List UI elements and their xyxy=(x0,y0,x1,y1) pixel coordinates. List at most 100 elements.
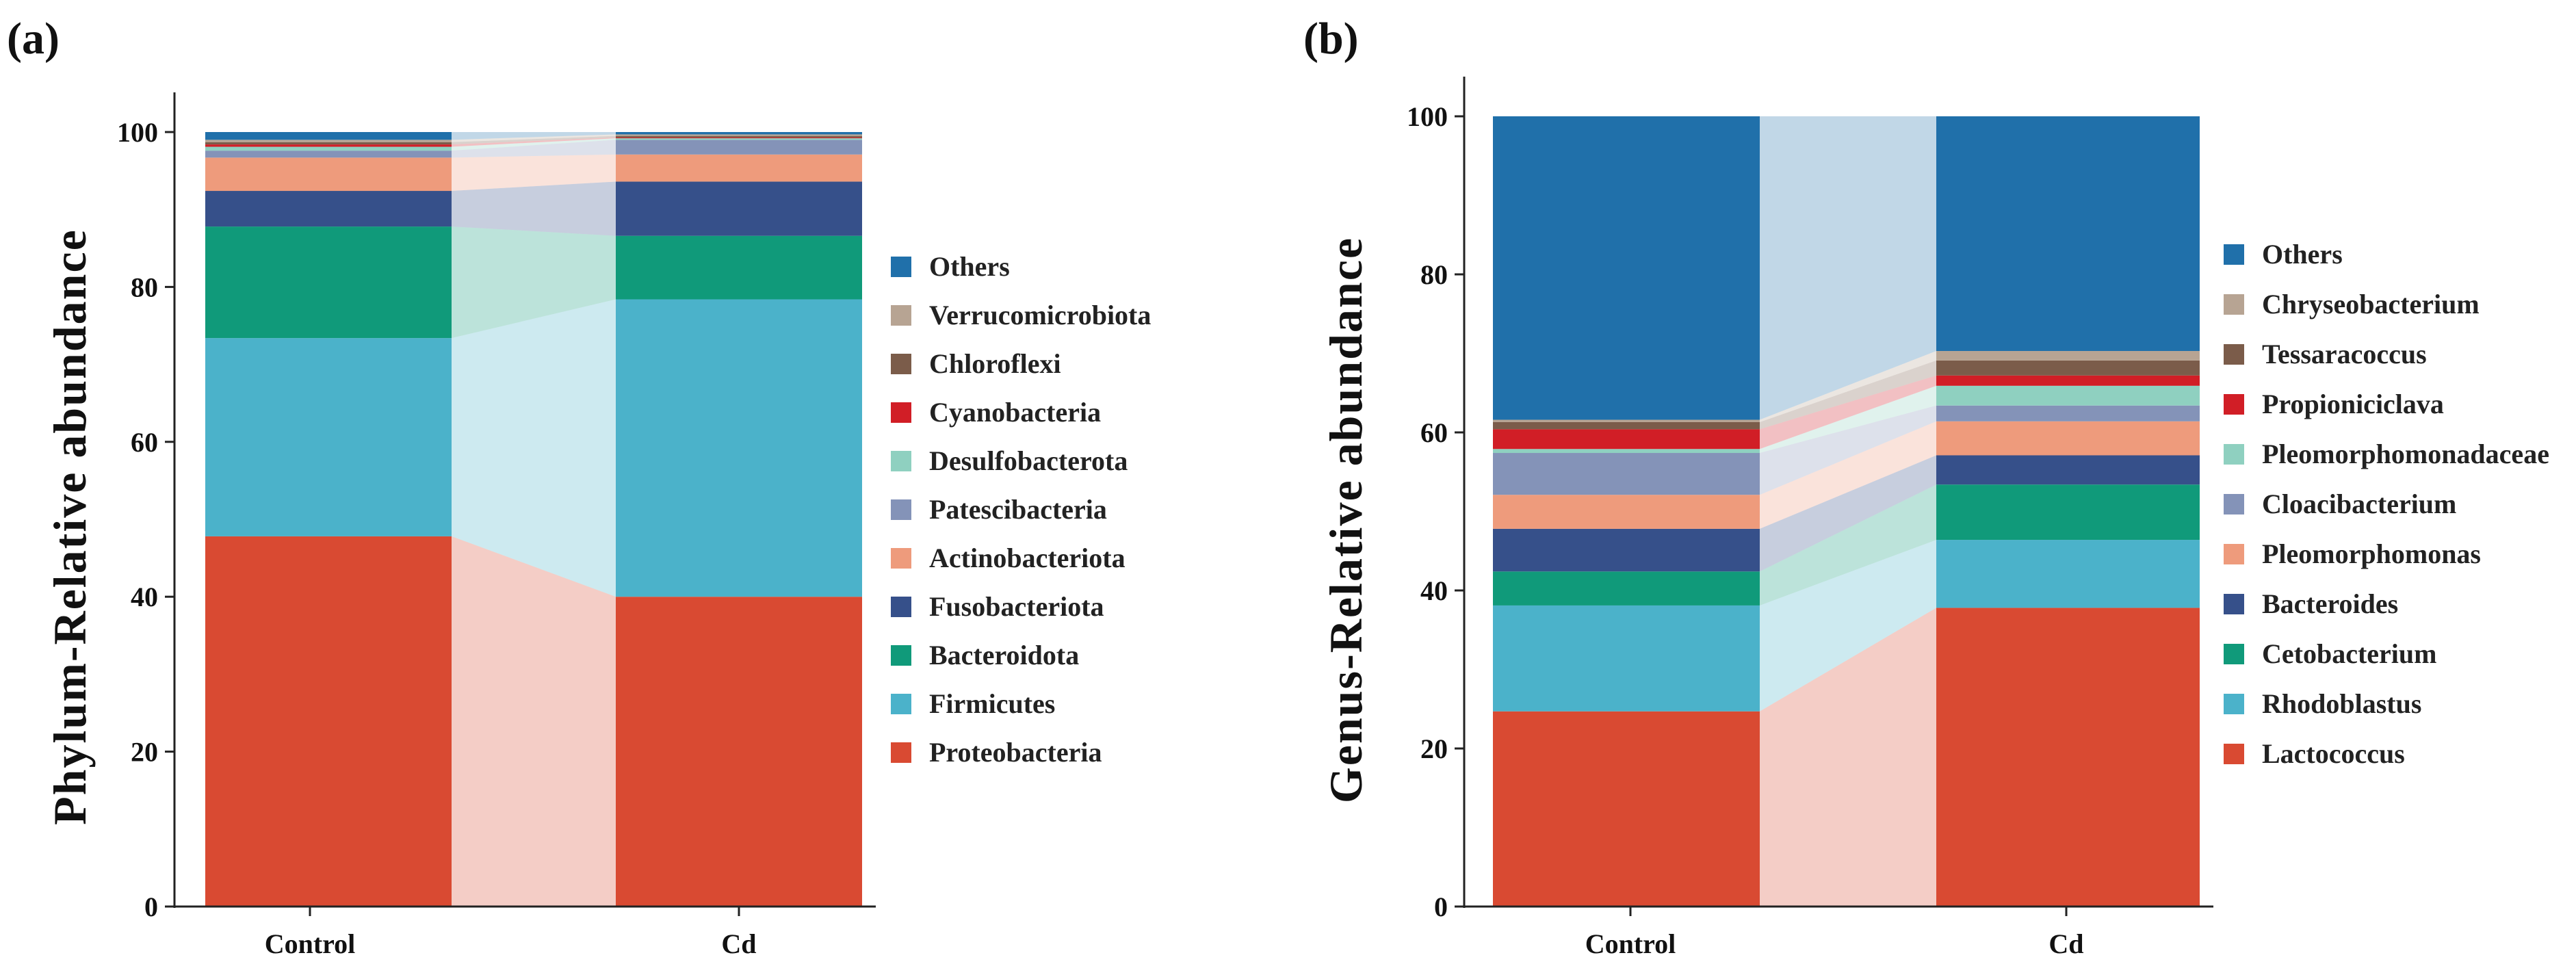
flow-band-bacteroides xyxy=(1760,455,1936,572)
panel-a-flows xyxy=(452,132,616,907)
panel-b-y-axis-label: Genus-Relative abundance xyxy=(1320,237,1372,803)
x-tick-label-cd: Cd xyxy=(721,928,756,959)
legend-swatch-tessaracoccus xyxy=(2224,344,2244,365)
legend-label-chryseobacterium: Chryseobacterium xyxy=(2262,289,2480,320)
flow-band-chloroflexi xyxy=(452,135,616,145)
bar-segment-chloroflexi-cd xyxy=(616,135,862,138)
bar-segment-actinobacteriota-control xyxy=(205,157,452,192)
y-tick-label-100: 100 xyxy=(1407,101,1448,132)
bar-segment-pleomorphomonas-cd xyxy=(1936,421,2200,456)
bar-segment-proteobacteria-control xyxy=(205,536,452,907)
legend-label-pleomorphomonadaceae: Pleomorphomonadaceae xyxy=(2262,439,2549,469)
legend-swatch-others xyxy=(891,257,911,277)
legend-swatch-cetobacterium xyxy=(2224,644,2244,664)
legend-swatch-fusobacteriota xyxy=(891,597,911,617)
y-tick-label-60: 60 xyxy=(1420,417,1448,448)
legend-swatch-propioniciclava xyxy=(2224,394,2244,415)
legend-label-bacteroides: Bacteroides xyxy=(2262,588,2398,619)
panel-a-label: (a) xyxy=(7,14,60,64)
legend-label-propioniciclava: Propioniciclava xyxy=(2262,389,2444,419)
panel-b-axes: 0 20 40 60 80 100 Control Cd xyxy=(1407,77,2213,959)
legend-swatch-actinobacteriota xyxy=(891,548,911,569)
legend-label-bacteroidota: Bacteroidota xyxy=(929,640,1079,670)
bar-segment-cetobacterium-control xyxy=(1493,571,1760,605)
bar-segment-pleomorphomonadaceae-cd xyxy=(1936,385,2200,406)
legend-swatch-cloacibacterium xyxy=(2224,494,2244,514)
panel-b-legend: Lactococcus Rhodoblastus Cetobacterium Bact… xyxy=(2224,239,2549,769)
legend-swatch-lactococcus xyxy=(2224,744,2244,764)
panel-a-axes: 0 20 40 60 80 100 Control Cd xyxy=(117,92,876,959)
bar-segment-bacteroidota-cd xyxy=(616,235,862,300)
flow-band-chryseobacterium xyxy=(1760,351,1936,422)
legend-label-firmicutes: Firmicutes xyxy=(929,688,1055,719)
legend-label-actinobacteriota: Actinobacteriota xyxy=(929,543,1126,573)
flow-band-others xyxy=(452,132,616,140)
legend-swatch-firmicutes xyxy=(891,694,911,714)
panel-b-genus-chart: (b) Genus-Relative abundance 0 20 40 60 80 10… xyxy=(1303,14,2549,959)
bar-segment-firmicutes-cd xyxy=(616,299,862,597)
legend-label-others: Others xyxy=(929,251,1010,282)
y-tick-label-20: 20 xyxy=(131,737,158,768)
flow-band-desulfobacterota xyxy=(452,138,616,151)
flow-band-cloacibacterium xyxy=(1760,405,1936,495)
bar-segment-others-control xyxy=(205,132,452,140)
legend-swatch-pleomorphomonadaceae xyxy=(2224,444,2244,465)
panel-b-label: (b) xyxy=(1303,14,1359,64)
bar-segment-bacteroidota-control xyxy=(205,226,452,339)
flow-band-lactococcus xyxy=(1760,608,1936,907)
legend-swatch-bacteroides xyxy=(2224,594,2244,614)
legend-label-fusobacteriota: Fusobacteriota xyxy=(929,591,1104,622)
bar-segment-actinobacteriota-cd xyxy=(616,154,862,182)
bar-segment-cloacibacterium-control xyxy=(1493,453,1760,495)
legend-label-chloroflexi: Chloroflexi xyxy=(929,348,1061,379)
bar-segment-chryseobacterium-cd xyxy=(1936,351,2200,361)
y-tick-label-60: 60 xyxy=(131,427,158,458)
flow-band-fusobacteriota xyxy=(452,181,616,236)
flow-band-proteobacteria xyxy=(452,536,616,907)
bar-segment-rhodoblastus-control xyxy=(1493,605,1760,712)
legend-label-proteobacteria: Proteobacteria xyxy=(929,737,1102,768)
bar-segment-fusobacteriota-cd xyxy=(616,181,862,236)
bar-segment-patescibacteria-cd xyxy=(616,140,862,155)
bar-segment-verrucomicrobiota-control xyxy=(205,140,452,142)
legend-swatch-bacteroidota xyxy=(891,645,911,666)
bar-segment-verrucomicrobiota-cd xyxy=(616,134,862,136)
bar-segment-pleomorphomonadaceae-control xyxy=(1493,449,1760,454)
panel-a-y-axis-label: Phylum-Relative abundance xyxy=(44,229,96,825)
bar-segment-lactococcus-cd xyxy=(1936,608,2200,907)
panel-a-phylum-chart: (a) Phylum-Relative abundance 0 20 40 60 80 1… xyxy=(7,14,1151,959)
bar-segment-chryseobacterium-control xyxy=(1493,419,1760,422)
legend-swatch-others xyxy=(2224,244,2244,265)
bar-segment-firmicutes-control xyxy=(205,338,452,536)
legend-label-rhodoblastus: Rhodoblastus xyxy=(2262,688,2421,719)
legend-swatch-desulfobacterota xyxy=(891,451,911,471)
y-tick-label-0: 0 xyxy=(1434,891,1448,922)
y-tick-label-0: 0 xyxy=(144,891,158,922)
legend-label-cetobacterium: Cetobacterium xyxy=(2262,638,2436,669)
legend-label-cyanobacteria: Cyanobacteria xyxy=(929,397,1101,428)
legend-label-tessaracoccus: Tessaracoccus xyxy=(2262,339,2427,369)
y-tick-label-100: 100 xyxy=(117,117,158,148)
legend-label-cloacibacterium: Cloacibacterium xyxy=(2262,488,2456,519)
bar-segment-pleomorphomonas-control xyxy=(1493,495,1760,529)
flow-band-verrucomicrobiota xyxy=(452,134,616,142)
bar-segment-bacteroides-control xyxy=(1493,528,1760,572)
legend-label-others: Others xyxy=(2262,239,2343,270)
legend-label-patescibacteria: Patescibacteria xyxy=(929,494,1107,525)
legend-swatch-verrucomicrobiota xyxy=(891,305,911,326)
panel-a-bars xyxy=(205,132,862,907)
bar-segment-propioniciclava-control xyxy=(1493,429,1760,450)
y-tick-label-40: 40 xyxy=(131,582,158,612)
bar-segment-chloroflexi-control xyxy=(205,142,452,145)
bar-segment-fusobacteriota-control xyxy=(205,191,452,227)
legend-swatch-rhodoblastus xyxy=(2224,694,2244,714)
bar-segment-others-cd xyxy=(616,132,862,135)
bar-segment-proteobacteria-cd xyxy=(616,597,862,907)
legend-swatch-patescibacteria xyxy=(891,499,911,520)
panel-b-flows xyxy=(1760,116,1936,907)
y-tick-label-80: 80 xyxy=(131,272,158,302)
legend-swatch-chloroflexi xyxy=(891,354,911,374)
bar-segment-propioniciclava-cd xyxy=(1936,375,2200,386)
legend-swatch-proteobacteria xyxy=(891,742,911,763)
